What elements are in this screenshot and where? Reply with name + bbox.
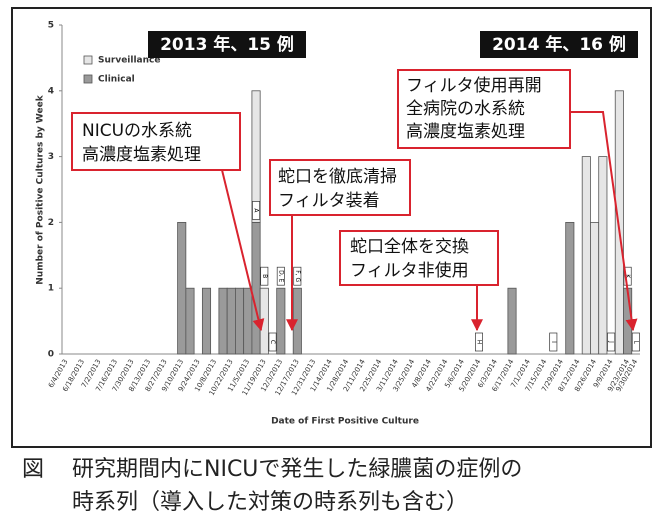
bar — [565, 221, 575, 355]
bar — [581, 156, 591, 355]
legend-swatch — [83, 55, 93, 65]
arrow — [570, 111, 638, 332]
bar — [185, 287, 195, 355]
callout-text: NICUの水系統 — [82, 121, 192, 141]
callout-text: フィルタ非使用 — [350, 260, 469, 281]
callout-arrows — [221, 111, 638, 332]
arrow — [221, 169, 265, 332]
bar-letter-box — [268, 332, 277, 352]
bar-letter-box — [549, 332, 558, 352]
y-axis-label: Number of Positive Cultures by Week — [36, 94, 46, 284]
callout-text: フィルタ使用再開 — [406, 75, 542, 96]
caption-label: 図 — [22, 457, 44, 482]
header-box — [480, 31, 638, 58]
bar — [243, 287, 253, 355]
bar-letter-box — [276, 266, 285, 286]
callout-box — [269, 159, 411, 216]
callout-text: 蛇口を徹底清掃 — [278, 167, 397, 187]
bar — [598, 156, 608, 355]
bar — [201, 287, 212, 355]
callout-box — [397, 69, 571, 149]
bar-letter-box — [475, 332, 483, 352]
y-tick-label: 2 — [48, 218, 54, 228]
callout-text: 全病院の水系統 — [406, 99, 525, 119]
bar-letter-box — [252, 201, 261, 220]
callout-box — [339, 230, 499, 286]
bar-letter-box — [260, 266, 269, 286]
bar-letter: L — [632, 340, 639, 344]
caption: 時系列（導入した対策の時系列も含む） — [72, 490, 468, 515]
caption: 研究期間内にNICUで発生した緑膿菌の症例の — [72, 457, 522, 482]
y-tick-label: 1 — [48, 284, 54, 294]
y-tick-label: 0 — [48, 350, 54, 360]
bar — [177, 221, 187, 355]
bar — [259, 287, 269, 355]
bar — [590, 221, 600, 355]
callout-text: 高濃度塩素処理 — [406, 122, 525, 142]
bar — [251, 221, 261, 355]
header-box — [148, 31, 306, 58]
bar — [614, 90, 624, 355]
callout-box — [71, 112, 241, 171]
callout-text: 高濃度塩素処理 — [82, 145, 201, 165]
bar — [507, 287, 517, 355]
y-tick-label: 5 — [48, 21, 54, 31]
bar-letter: B — [261, 274, 268, 278]
bar-letter: K — [624, 274, 631, 279]
bar-letter-box — [631, 332, 640, 352]
header: 2013 年、15 例 — [160, 34, 294, 55]
bar-letter-box — [293, 266, 302, 286]
bar — [292, 287, 302, 355]
bar — [218, 287, 228, 355]
bar-letter: I — [550, 341, 557, 343]
y-tick-label: 3 — [48, 152, 54, 162]
callout-text: フィルタ装着 — [278, 191, 380, 211]
bar-letter: H — [475, 340, 482, 345]
bar-letter: A — [253, 208, 260, 213]
bar-letter-box — [607, 332, 616, 352]
bar-letter: D, E — [277, 270, 284, 282]
bar-letter: F, G — [294, 270, 301, 282]
bar — [234, 287, 245, 355]
bar — [251, 90, 261, 223]
legend-swatch — [83, 74, 93, 84]
legend-label: Clinical — [98, 75, 135, 85]
bar-letter: C — [269, 340, 276, 344]
y-tick-label: 4 — [48, 86, 54, 96]
callout-text: 蛇口全体を交換 — [350, 237, 469, 257]
bar — [276, 287, 286, 355]
legend-label: Surveillance — [98, 56, 160, 66]
bar-letter: J — [608, 340, 615, 343]
x-axis-label: Date of First Positive Culture — [271, 417, 419, 427]
bar — [226, 287, 236, 355]
header: 2014 年、16 例 — [492, 34, 626, 55]
